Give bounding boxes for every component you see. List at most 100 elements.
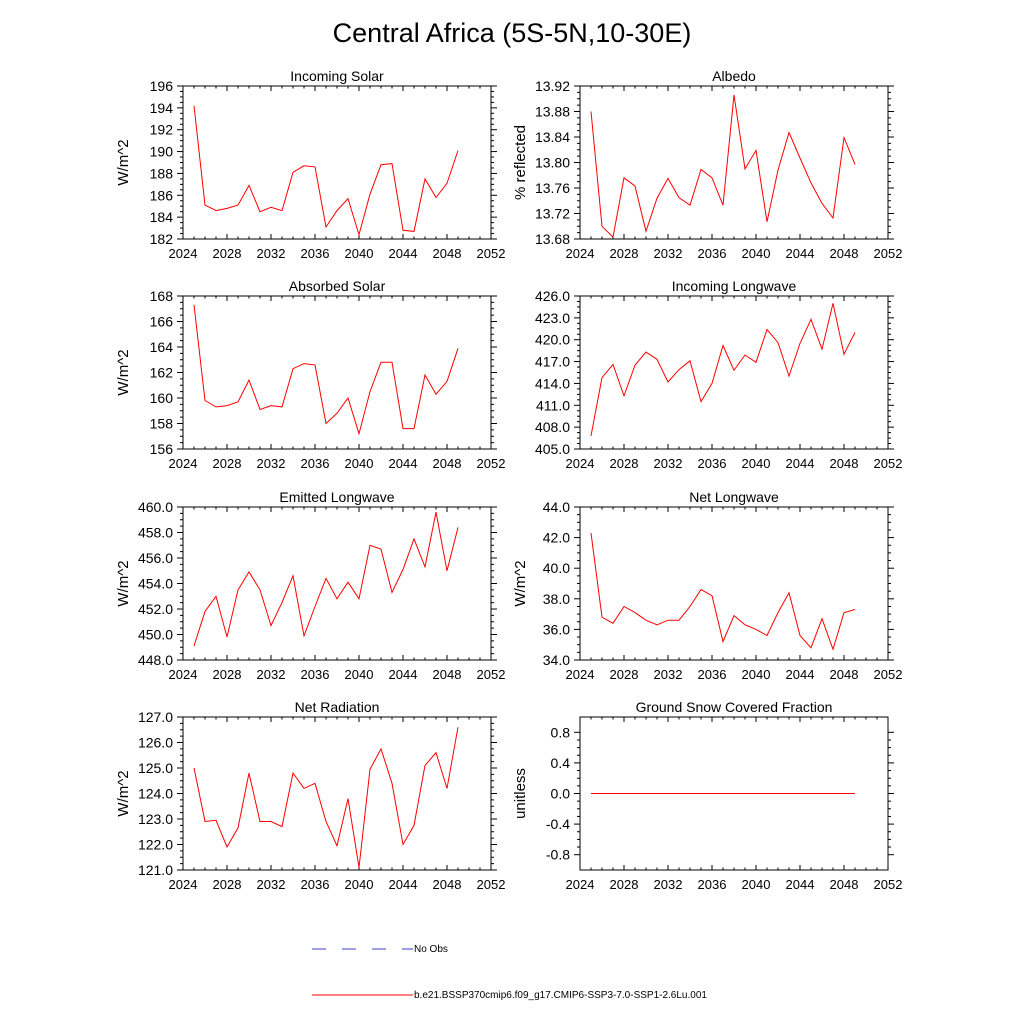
y-tick-label: 450.0 bbox=[138, 627, 173, 643]
x-tick-label: 2048 bbox=[830, 246, 859, 261]
legend: No Obs b.e21.BSSP370cmip6.f09_g17.CMIP6-… bbox=[312, 944, 707, 1001]
y-tick-label: 452.0 bbox=[138, 601, 173, 617]
plot-frame bbox=[579, 506, 889, 661]
x-tick-label: 2044 bbox=[389, 877, 418, 892]
x-tick-label: 2036 bbox=[301, 667, 330, 682]
y-tick-label: 458.0 bbox=[138, 525, 173, 541]
x-tick-label: 2052 bbox=[874, 667, 903, 682]
chart-panel: Emitted Longwave W/m^2 2024 2028 2032 2036 204… bbox=[115, 489, 505, 682]
y-tick-label: 127.0 bbox=[138, 709, 173, 725]
x-tick-label: 2028 bbox=[610, 246, 639, 261]
chart-panel: Absorbed Solar W/m^2 2024 2028 2032 2036 2040 2… bbox=[115, 278, 505, 471]
x-tick-label: 2028 bbox=[610, 667, 639, 682]
series-line bbox=[193, 105, 459, 237]
y-tick-label: 13.72 bbox=[535, 206, 570, 222]
x-tick-label: 2044 bbox=[389, 667, 418, 682]
series-line bbox=[193, 727, 459, 868]
y-tick-label: 13.68 bbox=[535, 231, 570, 247]
x-tick-label: 2044 bbox=[786, 456, 815, 471]
x-tick-label: 2048 bbox=[433, 667, 462, 682]
x-tick-label: 2044 bbox=[389, 456, 418, 471]
x-tick-label: 2024 bbox=[169, 246, 198, 261]
x-tick-label: 2032 bbox=[257, 877, 286, 892]
chart-panels: Incoming Solar W/m^2 2024 2028 2032 2036 2040 2… bbox=[115, 68, 902, 892]
x-tick-label: 2032 bbox=[654, 667, 683, 682]
x-tick-label: 2052 bbox=[477, 667, 506, 682]
x-tick-label: 2028 bbox=[213, 456, 242, 471]
y-tick-label: 125.0 bbox=[138, 760, 173, 776]
y-tick-label: 168 bbox=[150, 288, 174, 304]
y-tick-label: 196 bbox=[150, 78, 174, 94]
x-tick-label: 2052 bbox=[477, 246, 506, 261]
chart-title: Ground Snow Covered Fraction bbox=[636, 699, 833, 715]
legend-obs-label: No Obs bbox=[414, 944, 448, 955]
y-tick-label: 0.4 bbox=[551, 755, 571, 771]
chart-title: Net Radiation bbox=[295, 699, 380, 715]
y-tick-label: 38.0 bbox=[543, 591, 570, 607]
y-axis-label: W/m^2 bbox=[115, 349, 132, 395]
y-axis-label: W/m^2 bbox=[115, 139, 132, 185]
y-tick-label: 126.0 bbox=[138, 735, 173, 751]
x-tick-label: 2052 bbox=[874, 877, 903, 892]
x-tick-label: 2032 bbox=[257, 456, 286, 471]
legend-model-label: b.e21.BSSP370cmip6.f09_g17.CMIP6-SSP3-7.… bbox=[414, 990, 707, 1001]
y-tick-label: 186 bbox=[150, 187, 174, 203]
x-tick-label: 2036 bbox=[301, 877, 330, 892]
y-tick-label: 13.80 bbox=[535, 155, 570, 171]
x-tick-label: 2048 bbox=[830, 667, 859, 682]
x-tick-label: 2036 bbox=[698, 246, 727, 261]
y-tick-label: 158 bbox=[150, 416, 174, 432]
y-tick-label: 13.84 bbox=[535, 129, 570, 145]
x-tick-label: 2044 bbox=[389, 246, 418, 261]
plot-frame bbox=[182, 716, 492, 871]
x-tick-label: 2052 bbox=[874, 246, 903, 261]
y-tick-label: 192 bbox=[150, 122, 174, 138]
chart-panel: Net Longwave W/m^2 2024 2028 2032 2036 2040 204… bbox=[512, 489, 902, 682]
y-tick-label: 423.0 bbox=[535, 310, 570, 326]
x-tick-label: 2024 bbox=[169, 456, 198, 471]
y-tick-label: 123.0 bbox=[138, 811, 173, 827]
y-axis-label: W/m^2 bbox=[512, 560, 529, 606]
x-tick-label: 2028 bbox=[610, 456, 639, 471]
y-tick-label: 34.0 bbox=[543, 652, 570, 668]
x-tick-label: 2028 bbox=[213, 877, 242, 892]
y-tick-label: 44.0 bbox=[543, 499, 570, 515]
y-tick-label: 460.0 bbox=[138, 499, 173, 515]
x-tick-label: 2028 bbox=[213, 246, 242, 261]
y-tick-label: 420.0 bbox=[535, 332, 570, 348]
y-tick-label: 188 bbox=[150, 165, 174, 181]
x-tick-label: 2040 bbox=[742, 246, 771, 261]
x-tick-label: 2040 bbox=[345, 246, 374, 261]
y-tick-label: 454.0 bbox=[138, 576, 173, 592]
x-tick-label: 2024 bbox=[566, 456, 595, 471]
x-tick-label: 2032 bbox=[257, 667, 286, 682]
chart-title: Incoming Longwave bbox=[672, 278, 797, 294]
y-tick-label: 42.0 bbox=[543, 530, 570, 546]
plot-frame bbox=[182, 85, 492, 240]
y-tick-label: 162 bbox=[150, 365, 174, 381]
x-tick-label: 2024 bbox=[566, 667, 595, 682]
y-tick-label: 166 bbox=[150, 314, 174, 330]
y-tick-label: 121.0 bbox=[138, 862, 173, 878]
chart-panel: Ground Snow Covered Fraction unitless 2024… bbox=[512, 699, 902, 892]
chart-panel: Albedo % reflected 2024 2028 2032 2036 2040 204… bbox=[512, 68, 902, 261]
x-tick-label: 2052 bbox=[477, 456, 506, 471]
chart-title: Emitted Longwave bbox=[279, 489, 394, 505]
y-tick-label: 184 bbox=[150, 209, 174, 225]
chart-title: Net Longwave bbox=[689, 489, 779, 505]
x-tick-label: 2044 bbox=[786, 667, 815, 682]
x-tick-label: 2040 bbox=[742, 667, 771, 682]
x-tick-label: 2032 bbox=[654, 456, 683, 471]
y-tick-label: 164 bbox=[150, 339, 174, 355]
y-tick-label: 456.0 bbox=[138, 550, 173, 566]
series-line bbox=[590, 94, 856, 239]
series-line bbox=[590, 532, 856, 651]
y-tick-label: 414.0 bbox=[535, 375, 570, 391]
plot-frame bbox=[579, 85, 889, 240]
x-tick-label: 2032 bbox=[654, 877, 683, 892]
x-tick-label: 2040 bbox=[345, 456, 374, 471]
chart-title: Albedo bbox=[712, 68, 756, 84]
y-tick-label: 156 bbox=[150, 441, 174, 457]
x-tick-label: 2044 bbox=[786, 246, 815, 261]
